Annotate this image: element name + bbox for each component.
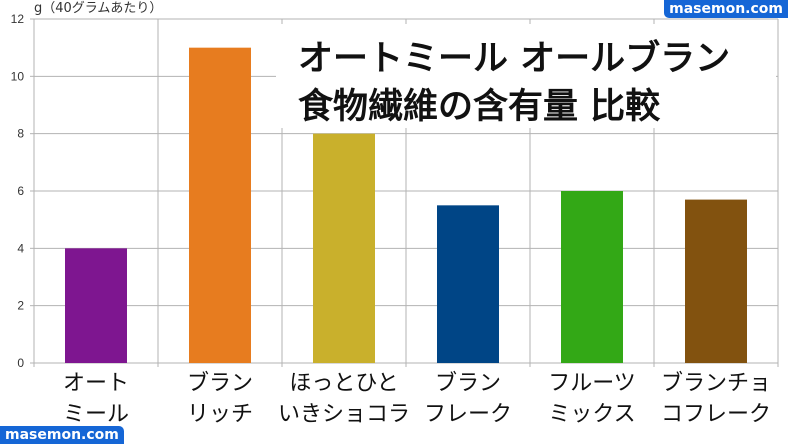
x-category-label: フレーク <box>424 402 512 427</box>
bar <box>189 47 251 364</box>
x-category-label: いきショコラ <box>278 402 410 427</box>
y-tick-label: 0 <box>17 356 24 370</box>
bar <box>313 133 375 363</box>
y-tick-label: 6 <box>17 184 24 198</box>
x-category-label: ミール <box>63 402 129 427</box>
bars <box>65 47 747 364</box>
x-category-label: フルーツ <box>548 371 636 396</box>
x-category-label: ブラン <box>435 371 501 396</box>
y-tick-label: 12 <box>11 12 25 26</box>
y-axis-label: g（40グラムあたり） <box>34 1 163 16</box>
chart-title-line-2: 食物繊維の含有量 比較 <box>298 87 661 127</box>
x-category-label: ブランチョ <box>661 371 771 396</box>
y-axis-ticks: 0 2 4 6 8 10 12 <box>11 12 34 370</box>
y-tick-label: 2 <box>17 299 24 313</box>
x-category-label: オート <box>63 371 129 396</box>
chart-title: オートミール オールブラン 食物繊維の含有量 比較 <box>276 24 776 128</box>
y-tick-label: 4 <box>17 241 24 255</box>
brand-badge-top: masemon.com <box>664 0 788 18</box>
bar <box>437 205 499 363</box>
brand-badge-bottom: masemon.com <box>0 426 124 444</box>
bar <box>561 191 623 363</box>
y-tick-label: 8 <box>17 127 24 141</box>
x-category-label: ブラン <box>187 371 253 396</box>
y-tick-label: 10 <box>11 69 25 83</box>
bar <box>65 248 127 363</box>
x-category-label: ミックス <box>548 402 635 427</box>
bar <box>685 199 747 363</box>
chart-title-line-1: オートミール オールブラン <box>298 39 731 79</box>
x-category-label: ほっとひと <box>289 371 398 396</box>
x-category-label: コフレーク <box>661 402 771 427</box>
x-category-label: リッチ <box>187 402 253 427</box>
